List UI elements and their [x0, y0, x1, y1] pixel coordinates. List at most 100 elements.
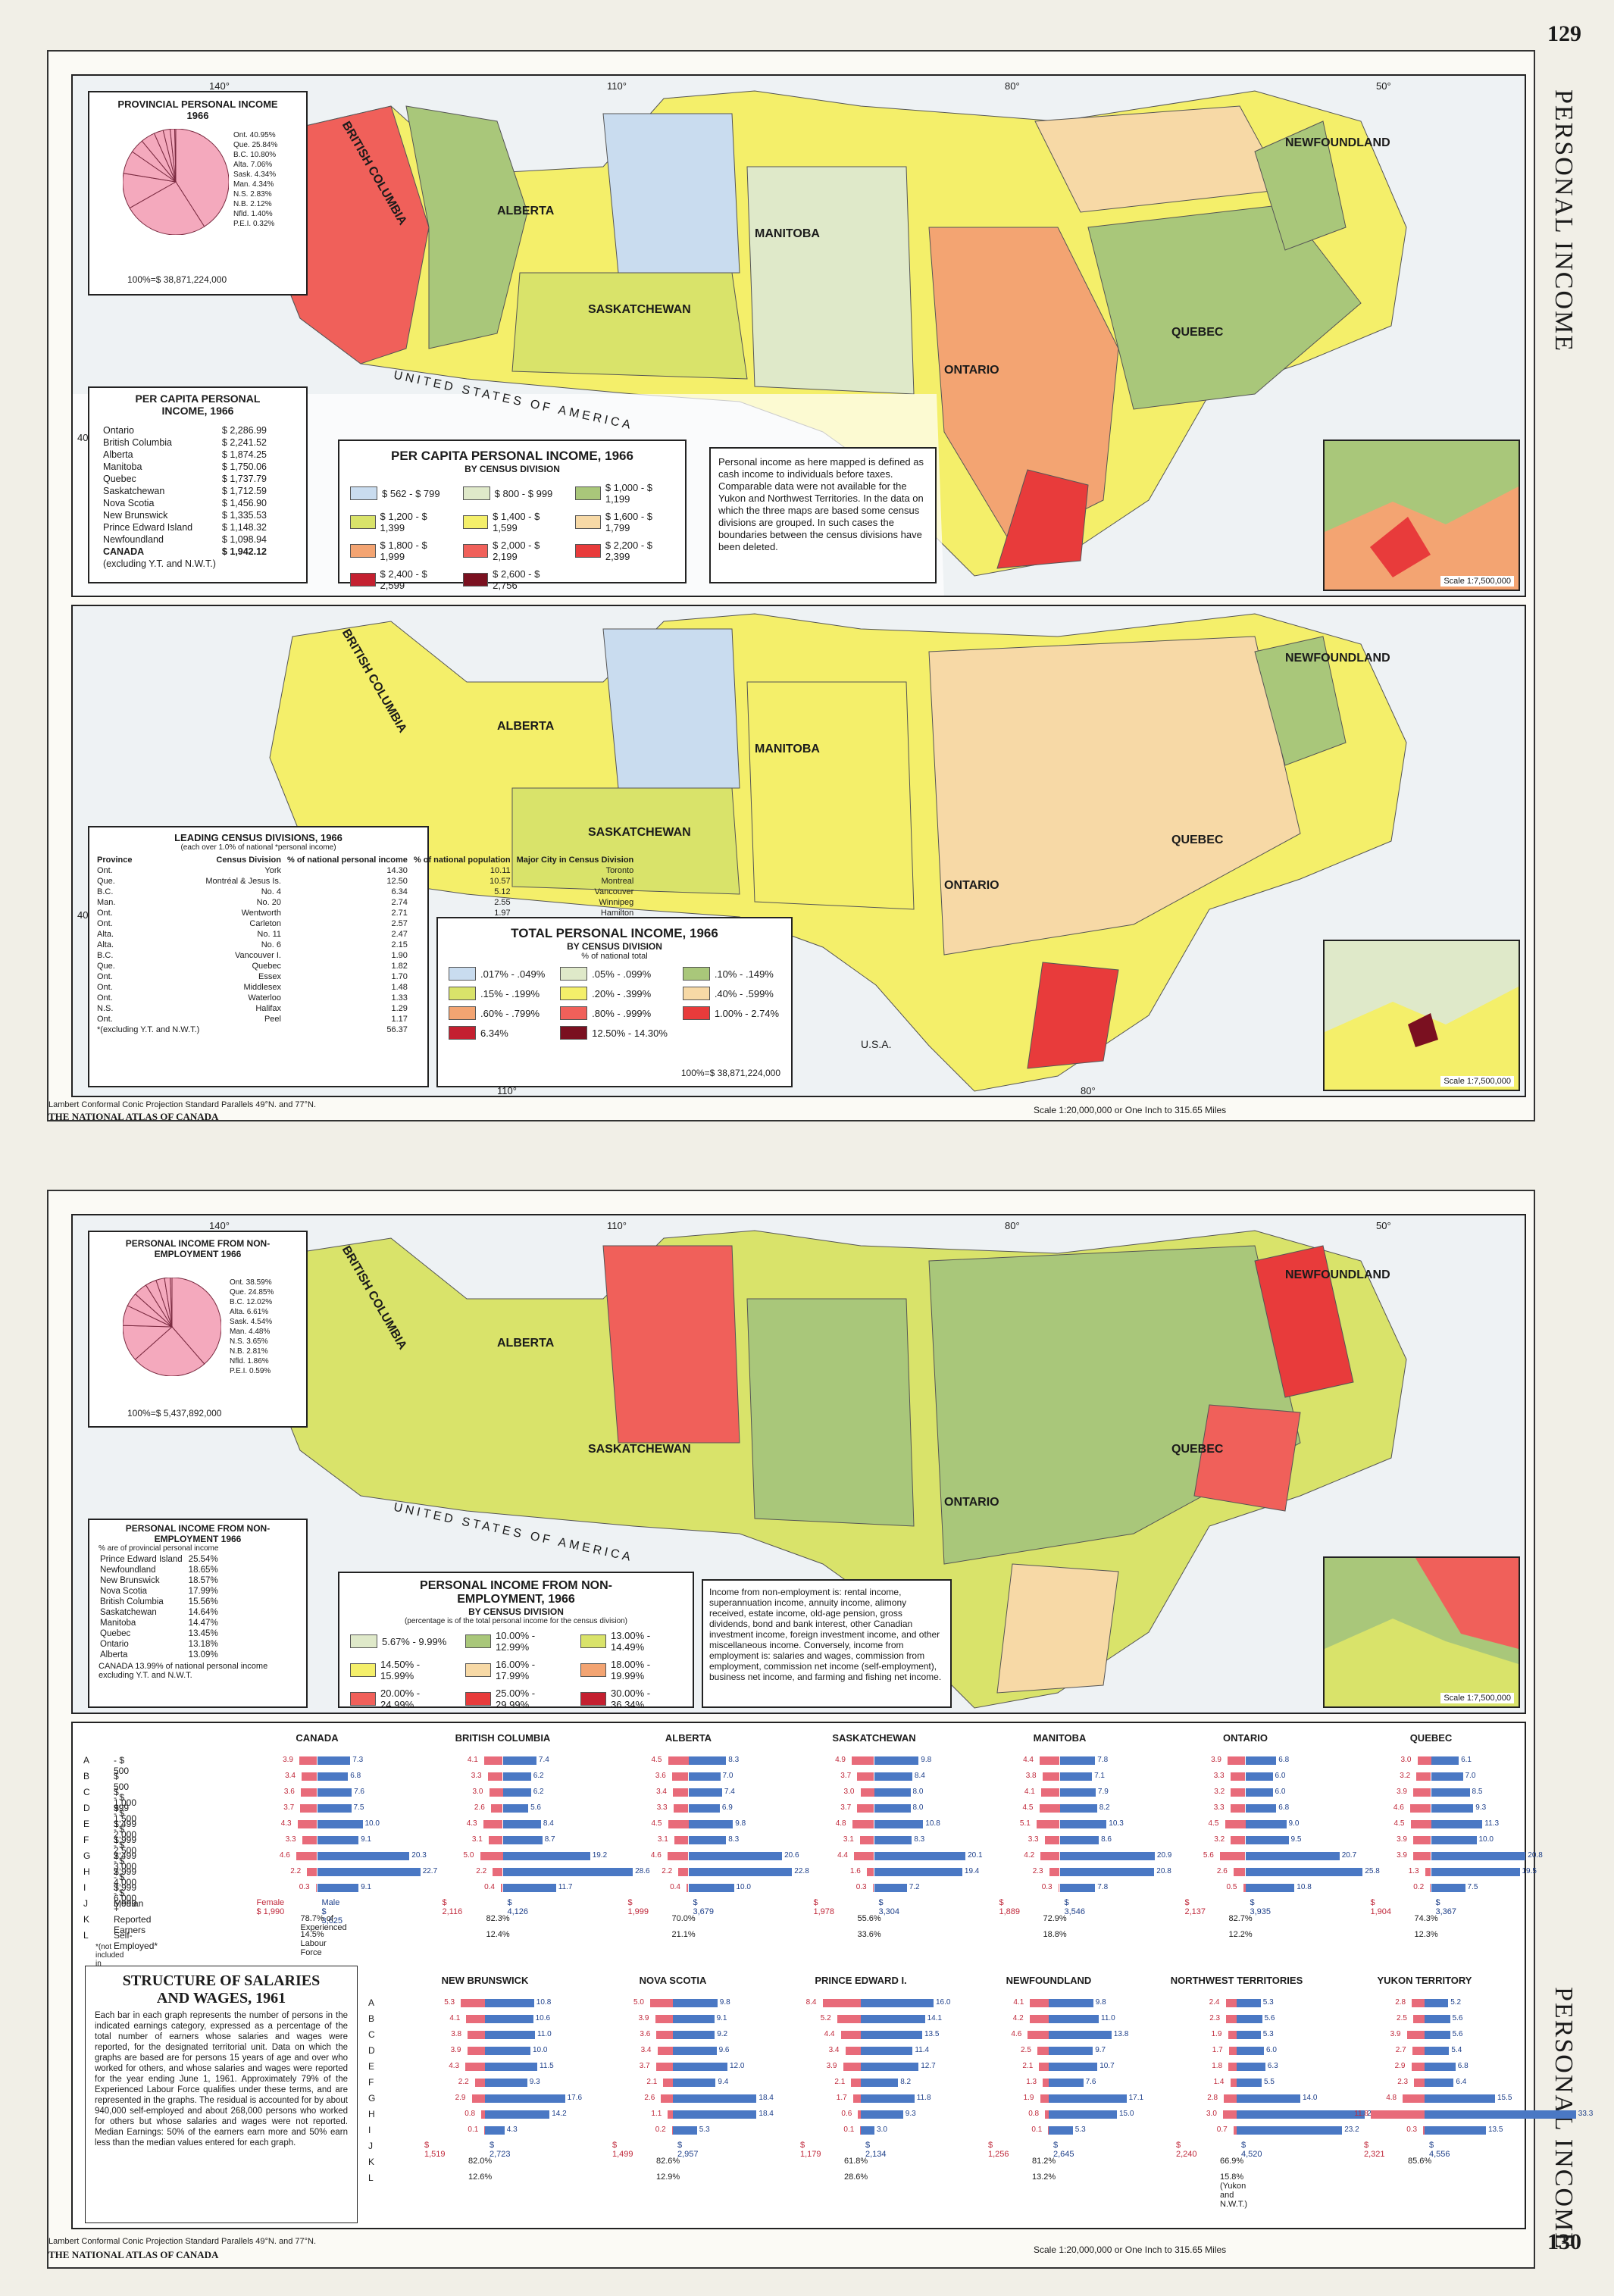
table-cell: 2.71 [391, 909, 408, 918]
male-bar [1049, 2063, 1098, 2071]
scale-text: Scale 1:20,000,000 or One Inch to 315.65… [1034, 2244, 1227, 2255]
province-chart-title: NEW BRUNSWICK [441, 1975, 529, 1986]
inset-scale: Scale 1:7,500,000 [1440, 1693, 1514, 1703]
reported-earners: 72.9% [1043, 1914, 1067, 1923]
table-cell: Que. [97, 877, 115, 886]
table-row: Saskatchewan $ 1,712.59 [100, 485, 270, 497]
table-cell: 18.65% [188, 1566, 218, 1575]
category-letter: I [368, 2125, 371, 2135]
male-value: 14.1 [927, 2014, 943, 2022]
male-bar [874, 1836, 912, 1844]
female-value: 3.2 [1214, 1835, 1225, 1844]
female-bar [1409, 1804, 1431, 1813]
pie-slice-label: Man. 4.48% [230, 1328, 271, 1336]
salaries-section: A - $ 500 B $ 500 - $ 999 C $ 1,000 - $ 1,499… [71, 1722, 1593, 2229]
male-value: 7.1 [1094, 1772, 1105, 1780]
female-value: 3.0 [1206, 2110, 1217, 2118]
legend-label: 20.00% - 24.99% [380, 1688, 421, 1710]
longitude-label: 110° [607, 1220, 627, 1231]
table-cell: Halifax [255, 1004, 281, 1013]
table-cell: Prince Edward Island [103, 522, 193, 533]
median-female: $ 1,519 [424, 2141, 446, 2159]
legend-item: $ 2,200 - $ 2,399 [575, 540, 674, 562]
definition-note: Personal income as here mapped is define… [709, 447, 937, 583]
reported-earners: 61.8% [844, 2157, 868, 2166]
table-cell: Prince Edward Island [100, 1555, 183, 1564]
category-letter: F [368, 2077, 374, 2088]
legend-item: .60% - .799% [449, 1006, 546, 1020]
male-bar [673, 2047, 717, 2055]
male-value: 13.8 [1113, 2030, 1129, 2038]
male-value: 10.0 [364, 1819, 380, 1828]
legend-swatch [560, 987, 588, 1000]
female-value: 4.4 [837, 1851, 848, 1860]
median-male: $ 4,126 [507, 1898, 529, 1916]
table-row: Quebec $ 1,737.79 [100, 473, 270, 485]
female-bar [1028, 2031, 1049, 2039]
table-cell: *(excluding Y.T. and N.W.T.) [97, 1025, 200, 1034]
legend-swatch [449, 1026, 476, 1040]
female-value: 5.3 [444, 1998, 455, 2007]
legend-item: 14.50% - 15.99% [350, 1659, 452, 1681]
table-row: Nova Scotia $ 1,456.90 [100, 497, 270, 509]
male-value: 18.4 [759, 2094, 774, 2102]
male-value: 8.2 [900, 2078, 912, 2086]
male-value: 23.2 [1344, 2126, 1359, 2134]
legend-label: 6.34% [480, 1027, 508, 1039]
female-value: 4.5 [1208, 1819, 1219, 1828]
category-range: $ 2,500 - $ 2,999 [114, 1835, 137, 1877]
male-bar [1431, 1836, 1477, 1844]
female-bar [1030, 1999, 1049, 2007]
male-value: 15.5 [1497, 2094, 1512, 2102]
female-bar [1048, 2126, 1049, 2135]
table-cell: 14.47% [188, 1619, 218, 1628]
table-cell: Major City in Census Division [516, 856, 634, 865]
legend-item: .15% - .199% [449, 987, 546, 1000]
male-bar [1237, 2126, 1343, 2135]
table-cell: 1.90 [391, 951, 408, 960]
female-bar [1228, 1756, 1246, 1765]
male-value: 22.7 [422, 1867, 438, 1875]
female-bar [657, 2047, 673, 2055]
female-bar [851, 2079, 861, 2087]
table-cell: Ont. [97, 919, 113, 928]
male-bar [317, 1852, 410, 1860]
table-cell: Newfoundland [103, 534, 164, 545]
legend-item: $ 2,000 - $ 2,199 [462, 540, 562, 562]
median-male: $ 3,367 [1435, 1898, 1457, 1916]
male-value: 5.3 [1262, 2030, 1274, 2038]
pie-slice-label: Man. 4.34% [233, 180, 274, 189]
female-value: 4.8 [835, 1819, 846, 1828]
female-value: 4.2 [1024, 1851, 1035, 1860]
female-bar [843, 2063, 861, 2071]
female-value: 1.4 [1213, 2078, 1225, 2086]
map-per-capita: 140° 110° 80° 50° 40° BRITISH COLUMBIA A… [71, 74, 1526, 597]
table-cell: $ 1,148.32 [221, 522, 267, 533]
female-bar [1226, 2015, 1237, 2023]
male-value: 20.9 [1156, 1851, 1172, 1860]
table-cell: $ 1,874.25 [221, 449, 267, 460]
female-bar [461, 1999, 485, 2007]
table-cell: 13.45% [188, 1629, 218, 1638]
legend-item: 30.00% - 36.34% [580, 1688, 682, 1710]
table-row: Quebec 13.45% [97, 1628, 221, 1639]
male-bar [1049, 2031, 1112, 2039]
male-bar [1425, 2126, 1486, 2135]
pie-slice-pei [174, 129, 177, 183]
female-bar [668, 1756, 689, 1765]
male-value: 5.3 [1074, 2126, 1086, 2134]
legend-label: $ 2,200 - $ 2,399 [605, 540, 652, 562]
category-range: $ 500 - $ 999 [114, 1771, 130, 1813]
table-cell: Saskatchewan [103, 486, 165, 496]
male-bar [317, 1884, 359, 1892]
female-bar [1043, 2079, 1049, 2087]
male-bar [1049, 2126, 1073, 2135]
table-cell: 10.11 [490, 866, 511, 875]
table-row: New Brunswick $ 1,335.53 [100, 509, 270, 521]
province-label: QUEBEC [1171, 834, 1224, 846]
female-bar [1230, 2079, 1237, 2087]
table-row: Nova Scotia 17.99% [97, 1586, 221, 1597]
legend-label: .017% - .049% [480, 968, 546, 980]
female-bar [1425, 1868, 1431, 1876]
female-value: 4.3 [449, 2062, 460, 2070]
